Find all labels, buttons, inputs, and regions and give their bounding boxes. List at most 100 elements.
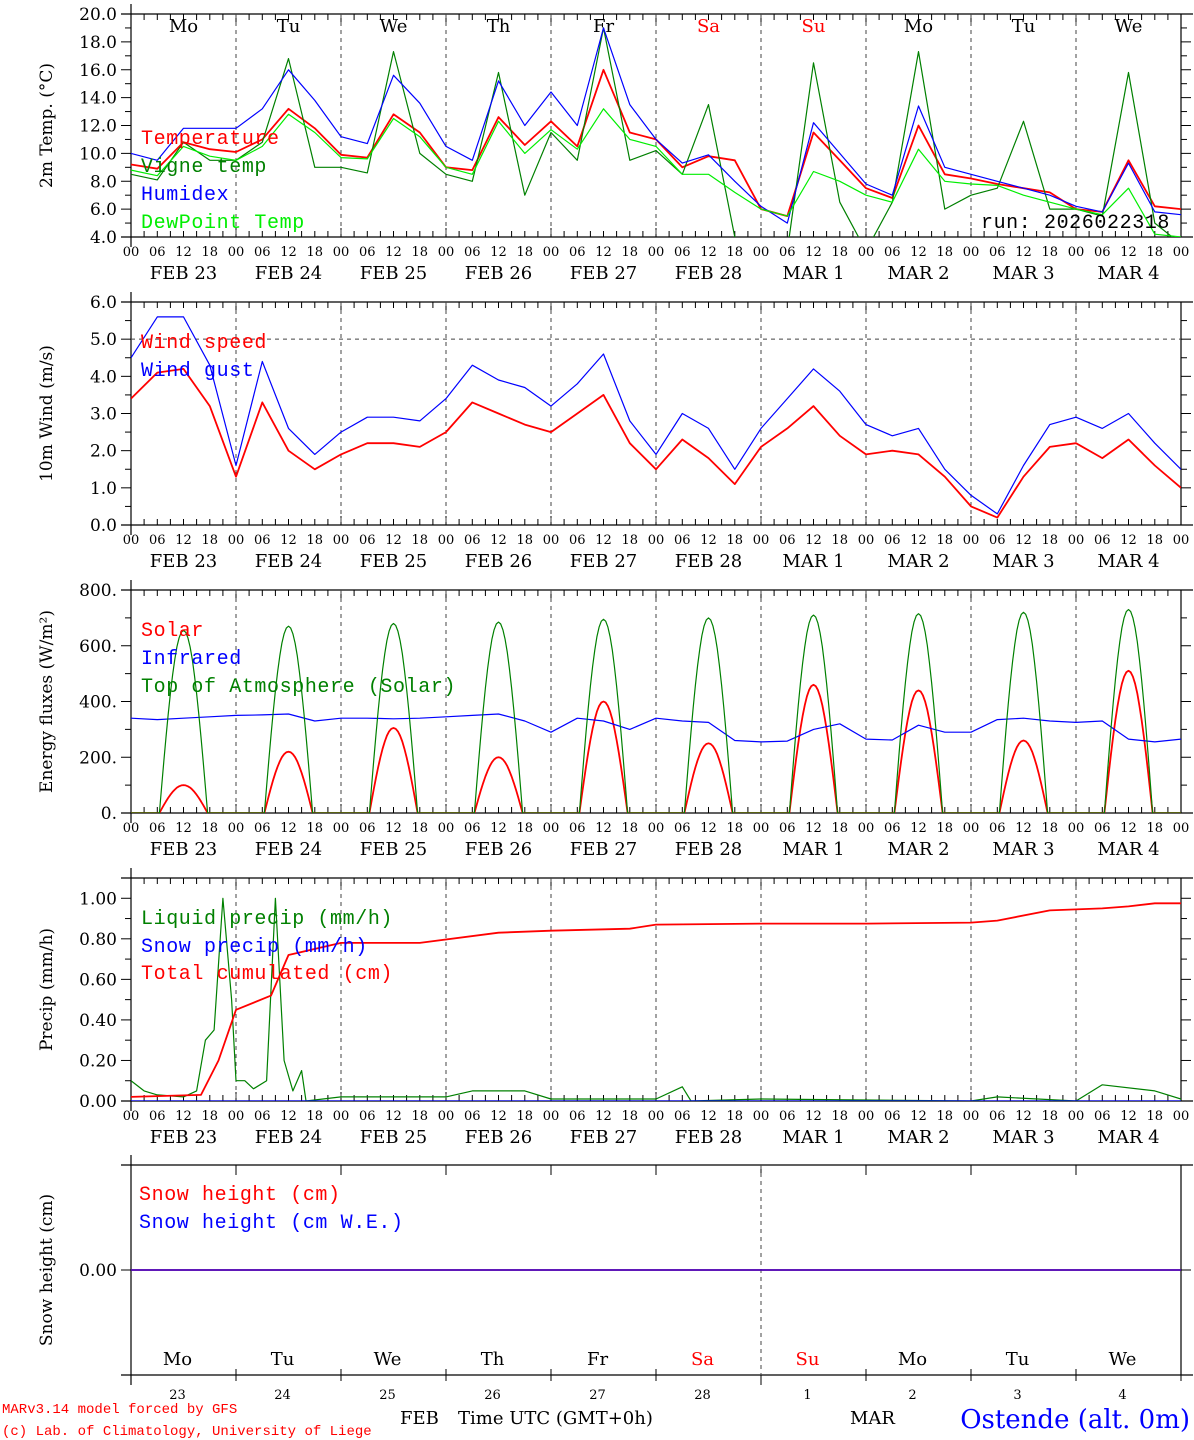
hour-label: 18 — [516, 1109, 533, 1124]
hour-label: 00 — [228, 821, 245, 836]
hour-label: 00 — [1068, 533, 1085, 548]
hour-label: 06 — [569, 533, 586, 548]
legend-entry: Snow height (cm) — [139, 1184, 341, 1207]
hour-label: 12 — [700, 1109, 717, 1124]
day-name: Mo — [898, 1349, 927, 1370]
date-label: FEB 28 — [675, 1127, 742, 1148]
hour-label: 12 — [1120, 533, 1137, 548]
y-axis-label: Precip (mm/h) — [37, 928, 57, 1051]
legend-entry: Wind speed — [141, 332, 267, 355]
day-name: Th — [481, 1349, 505, 1370]
day-number: 28 — [694, 1388, 711, 1403]
hour-label: 00 — [858, 533, 875, 548]
y-tick-label: 0.60 — [79, 970, 117, 990]
day-name: Tu — [277, 16, 301, 37]
day-number: 3 — [1013, 1388, 1021, 1403]
date-label: MAR 4 — [1097, 839, 1159, 860]
model-credit: MARv3.14 model forced by GFS — [2, 1402, 237, 1418]
hour-label: 12 — [490, 821, 507, 836]
y-tick-label: 4.0 — [90, 367, 117, 387]
hour-label: 18 — [411, 245, 428, 260]
hour-label: 18 — [516, 533, 533, 548]
hour-label: 12 — [595, 245, 612, 260]
panel-3: 0. 200. 400. 600. 800. Energy fluxes (W/m²) 00… — [37, 580, 1193, 860]
date-label: FEB 26 — [465, 551, 532, 572]
day-name: Fr — [593, 16, 614, 37]
y-tick-label: 16.0 — [79, 61, 117, 81]
hour-label: 00 — [1173, 245, 1190, 260]
hour-label: 18 — [726, 1109, 743, 1124]
panel-5: 0.00 Snow height (cm) Snow height (cm) Snow… — [37, 1155, 1193, 1403]
hour-label: 18 — [936, 533, 953, 548]
hour-label: 00 — [543, 533, 560, 548]
day-number: 27 — [589, 1388, 606, 1403]
day-number: 23 — [169, 1388, 186, 1403]
hour-label: 18 — [306, 821, 323, 836]
y-tick-label: 0.00 — [79, 1092, 117, 1112]
hour-label: 00 — [648, 821, 665, 836]
hour-label: 00 — [228, 245, 245, 260]
hour-label: 00 — [753, 821, 770, 836]
hour-label: 06 — [254, 533, 271, 548]
hour-label: 00 — [438, 821, 455, 836]
hour-label: 12 — [1015, 533, 1032, 548]
y-tick-label: 1.00 — [79, 889, 117, 909]
hour-label: 12 — [490, 245, 507, 260]
hour-label: 00 — [438, 1109, 455, 1124]
day-name: Fr — [587, 1349, 608, 1370]
date-label: FEB 23 — [150, 263, 217, 284]
hour-label: 00 — [123, 245, 140, 260]
hour-label: 18 — [831, 245, 848, 260]
series-line-total-cumulated-cm- — [131, 902, 1181, 1098]
y-tick-label: 1.0 — [90, 479, 117, 499]
hour-label: 18 — [1146, 821, 1163, 836]
hour-label: 00 — [648, 533, 665, 548]
legend-entry: Top of Atmosphere (Solar) — [141, 676, 456, 699]
y-axis-label: 10m Wind (m/s) — [37, 345, 57, 482]
hour-label: 12 — [1015, 245, 1032, 260]
hour-label: 00 — [1068, 821, 1085, 836]
series-line-top-of-atmosphere-solar- — [131, 608, 1181, 813]
series-line-wind-speed — [131, 368, 1181, 519]
day-name: We — [1109, 1349, 1137, 1370]
y-tick-label: 14.0 — [79, 89, 117, 109]
hour-label: 18 — [726, 533, 743, 548]
y-tick-label: 8.0 — [90, 172, 117, 192]
hour-label: 06 — [149, 245, 166, 260]
day-name: Su — [796, 1349, 820, 1370]
hour-label: 06 — [779, 245, 796, 260]
day-number: 2 — [908, 1388, 916, 1403]
legend-entry: DewPoint Temp — [141, 212, 305, 235]
hour-label: 12 — [700, 245, 717, 260]
hour-label: 12 — [175, 821, 192, 836]
date-label: FEB 25 — [360, 263, 427, 284]
day-name: Tu — [271, 1349, 295, 1370]
hour-label: 12 — [910, 821, 927, 836]
hour-label: 00 — [1173, 821, 1190, 836]
date-label: MAR 3 — [992, 1127, 1054, 1148]
hour-label: 18 — [831, 533, 848, 548]
hour-label: 12 — [910, 1109, 927, 1124]
hour-label: 18 — [936, 1109, 953, 1124]
date-label: MAR 2 — [887, 839, 949, 860]
hour-label: 06 — [464, 245, 481, 260]
day-name: We — [374, 1349, 402, 1370]
series-lines — [131, 608, 1181, 813]
date-label: MAR 4 — [1097, 551, 1159, 572]
hour-label: 06 — [779, 533, 796, 548]
hour-label: 12 — [1120, 245, 1137, 260]
hour-label: 06 — [674, 821, 691, 836]
hour-label: 06 — [464, 1109, 481, 1124]
y-axis-label: Snow height (cm) — [37, 1194, 57, 1346]
hour-label: 18 — [621, 1109, 638, 1124]
y-tick-label: 0.0 — [90, 516, 117, 536]
hour-label: 00 — [1068, 1109, 1085, 1124]
x-tick-marks — [130, 878, 1182, 1101]
date-label: FEB 24 — [255, 551, 322, 572]
hour-label: 06 — [989, 1109, 1006, 1124]
date-label: FEB 26 — [465, 839, 532, 860]
date-label: FEB 23 — [150, 551, 217, 572]
panel-2: 0.0 1.0 2.0 3.0 4.0 5.0 6.0 10m Wind (m/s) 00 06 1… — [37, 292, 1193, 572]
hour-label: 18 — [726, 245, 743, 260]
